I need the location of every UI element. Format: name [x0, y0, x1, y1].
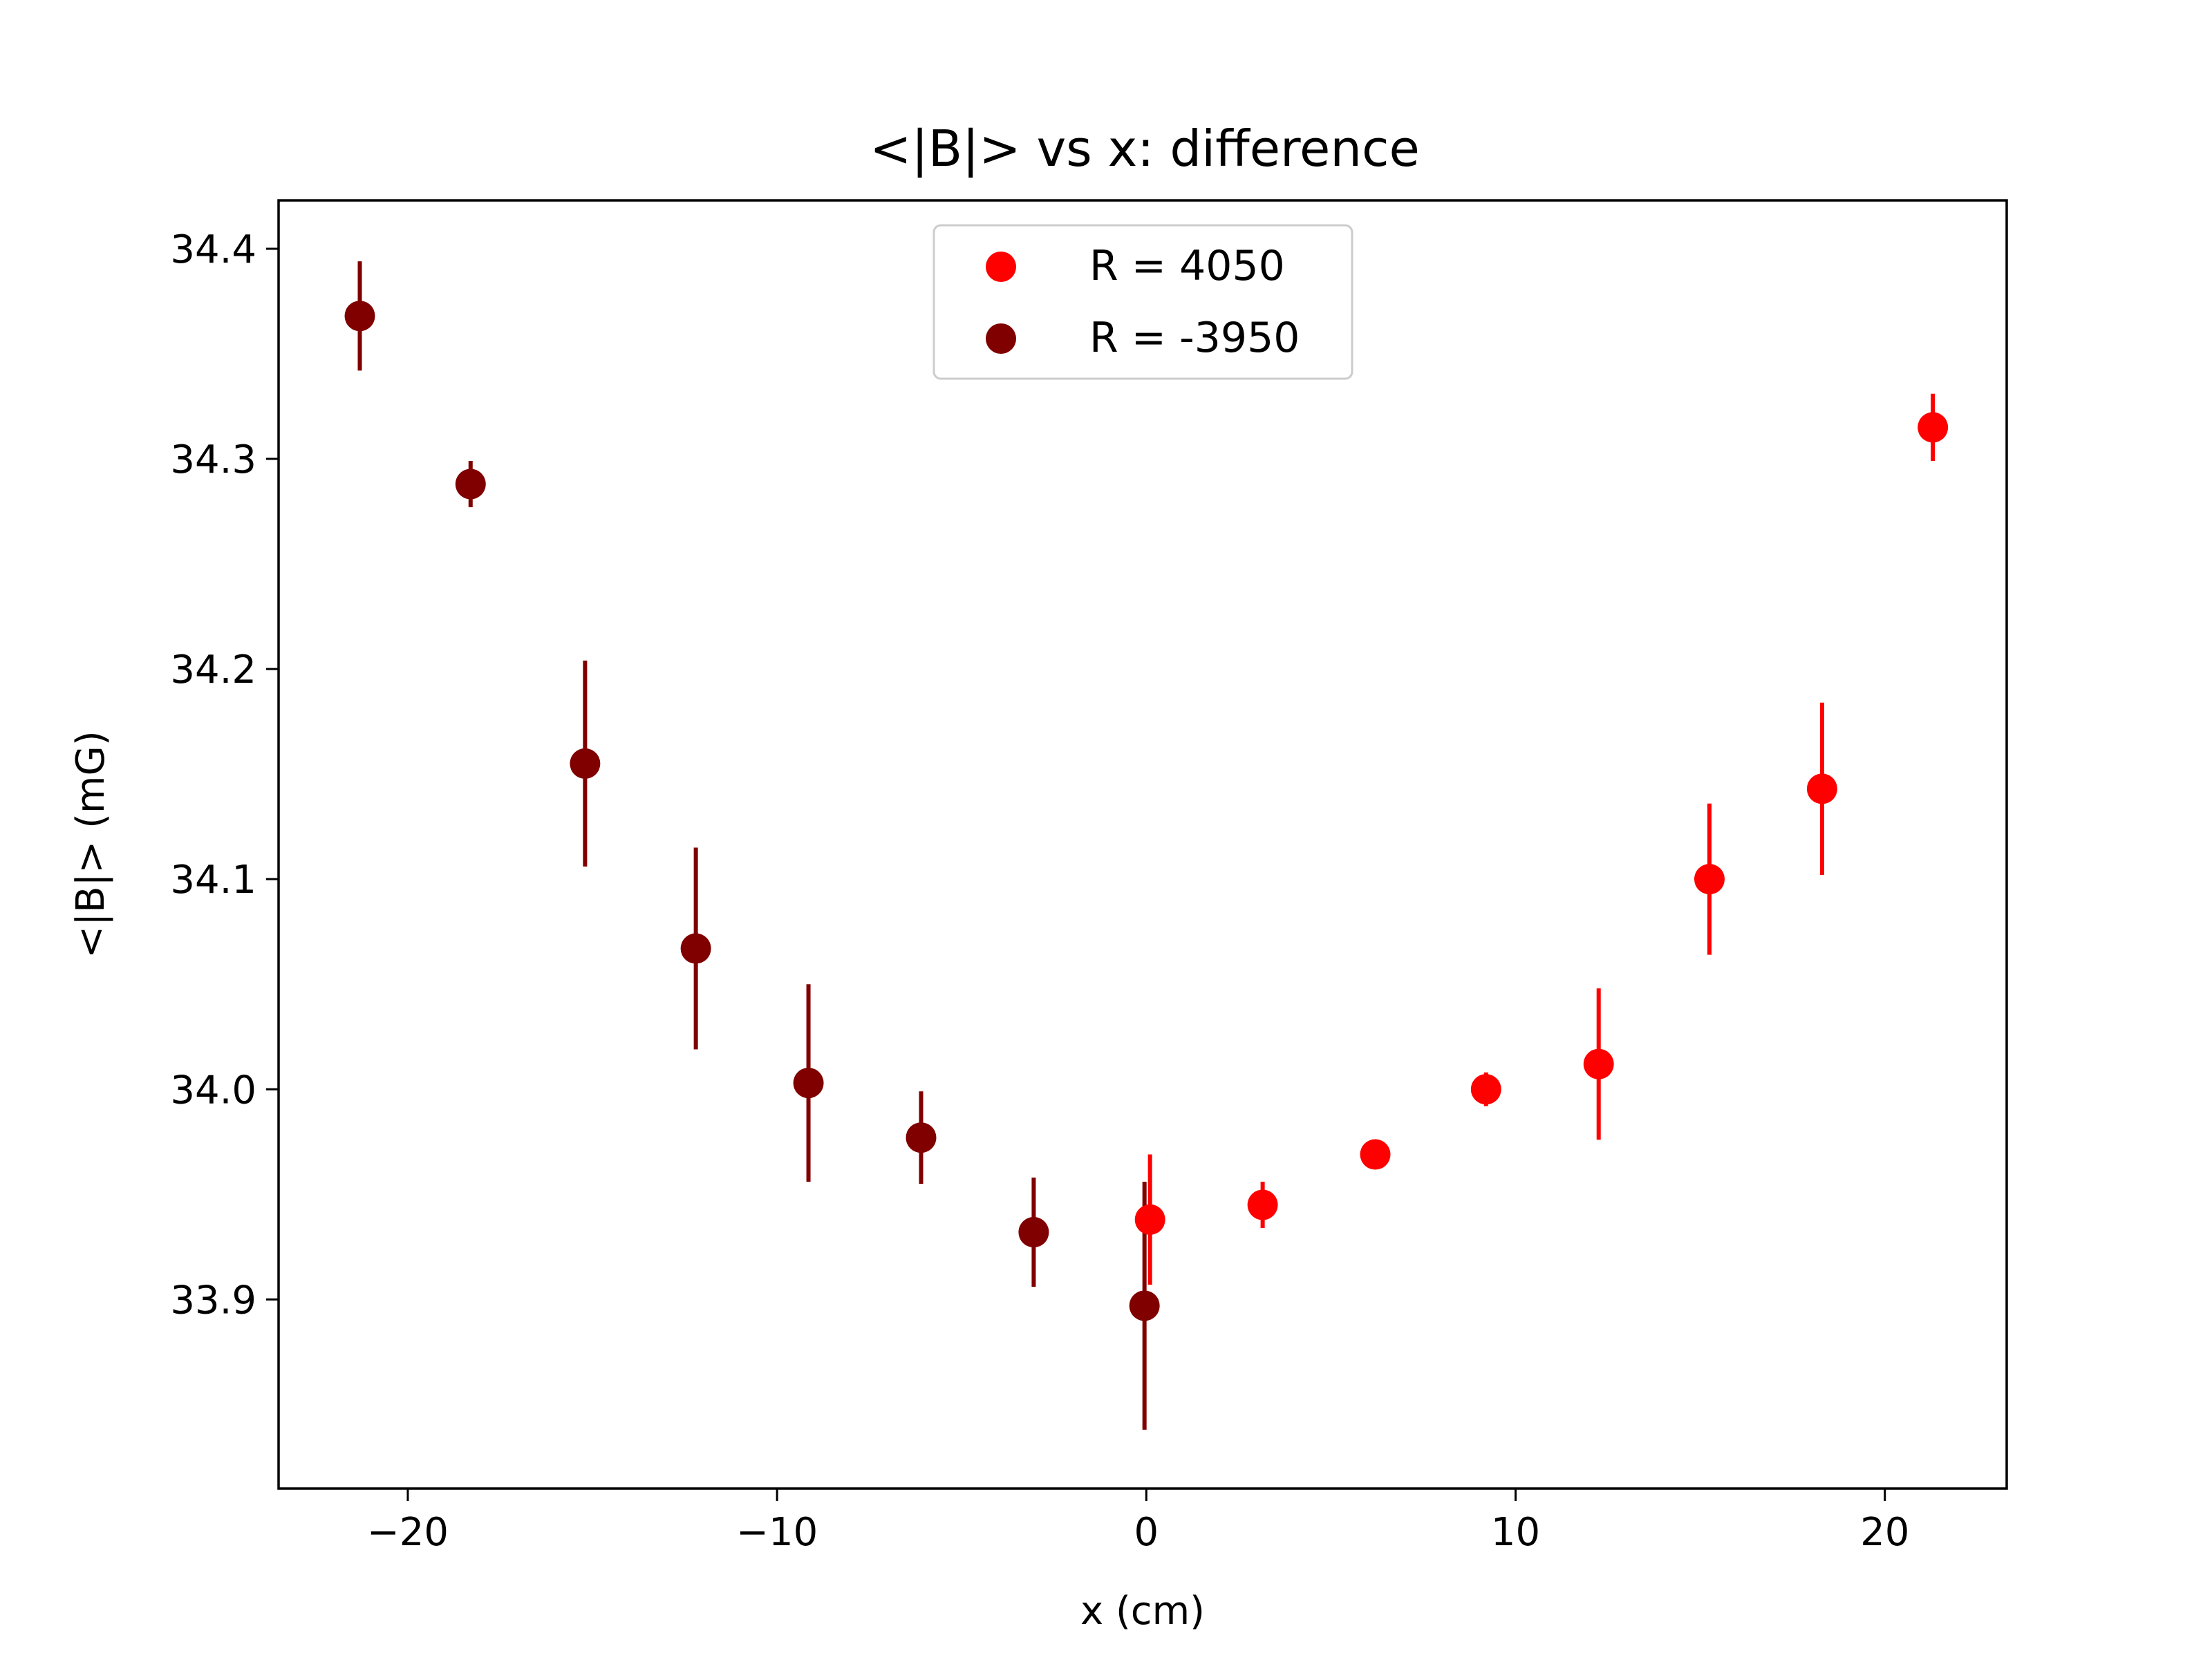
data-point [1134, 1204, 1165, 1235]
data-point [344, 301, 375, 332]
data-point [1806, 773, 1837, 804]
x-axis-label: x (cm) [1080, 1589, 1205, 1634]
y-axis-label: <|B|> (mG) [68, 730, 113, 958]
legend-label-r-neg-3950: R = -3950 [1089, 314, 1300, 362]
legend: R = 4050 R = -3950 [932, 224, 1353, 380]
data-point [1129, 1290, 1160, 1321]
data-point [1247, 1189, 1278, 1220]
y-tick-label: 34.3 [170, 437, 256, 482]
x-axis-ticks: −20 −10 0 10 20 [367, 1489, 1909, 1555]
data-point [1583, 1048, 1614, 1079]
data-point [1018, 1217, 1049, 1248]
legend-marker-r-4050 [986, 252, 1016, 282]
legend-marker-r-neg-3950 [986, 323, 1016, 354]
plot-frame [277, 199, 2008, 1490]
data-point [570, 748, 601, 779]
y-tick-label: 34.4 [170, 227, 256, 272]
data-point [793, 1068, 824, 1099]
legend-label-r-4050: R = 4050 [1089, 242, 1285, 290]
x-tick-label: 0 [1134, 1510, 1159, 1555]
data-point [680, 933, 711, 964]
legend-box [932, 224, 1353, 380]
x-tick-label: −10 [736, 1510, 818, 1555]
y-tick-label: 34.1 [170, 858, 256, 903]
data-point [1694, 864, 1725, 895]
x-tick-label: 10 [1491, 1510, 1540, 1555]
y-axis-ticks: 33.9 34.0 34.1 34.2 34.3 34.4 [170, 227, 279, 1323]
data-point [1918, 412, 1949, 443]
x-tick-label: −20 [367, 1510, 449, 1555]
data-point [1470, 1074, 1501, 1105]
y-tick-label: 34.2 [170, 648, 256, 692]
data-markers [344, 301, 1949, 1321]
chart-title: <|B|> vs x: difference [870, 120, 1420, 178]
data-point [1360, 1139, 1391, 1170]
y-tick-label: 34.0 [170, 1068, 256, 1113]
data-point [455, 469, 486, 500]
y-tick-label: 33.9 [170, 1278, 256, 1323]
data-point [906, 1122, 937, 1153]
x-tick-label: 20 [1860, 1510, 1909, 1555]
